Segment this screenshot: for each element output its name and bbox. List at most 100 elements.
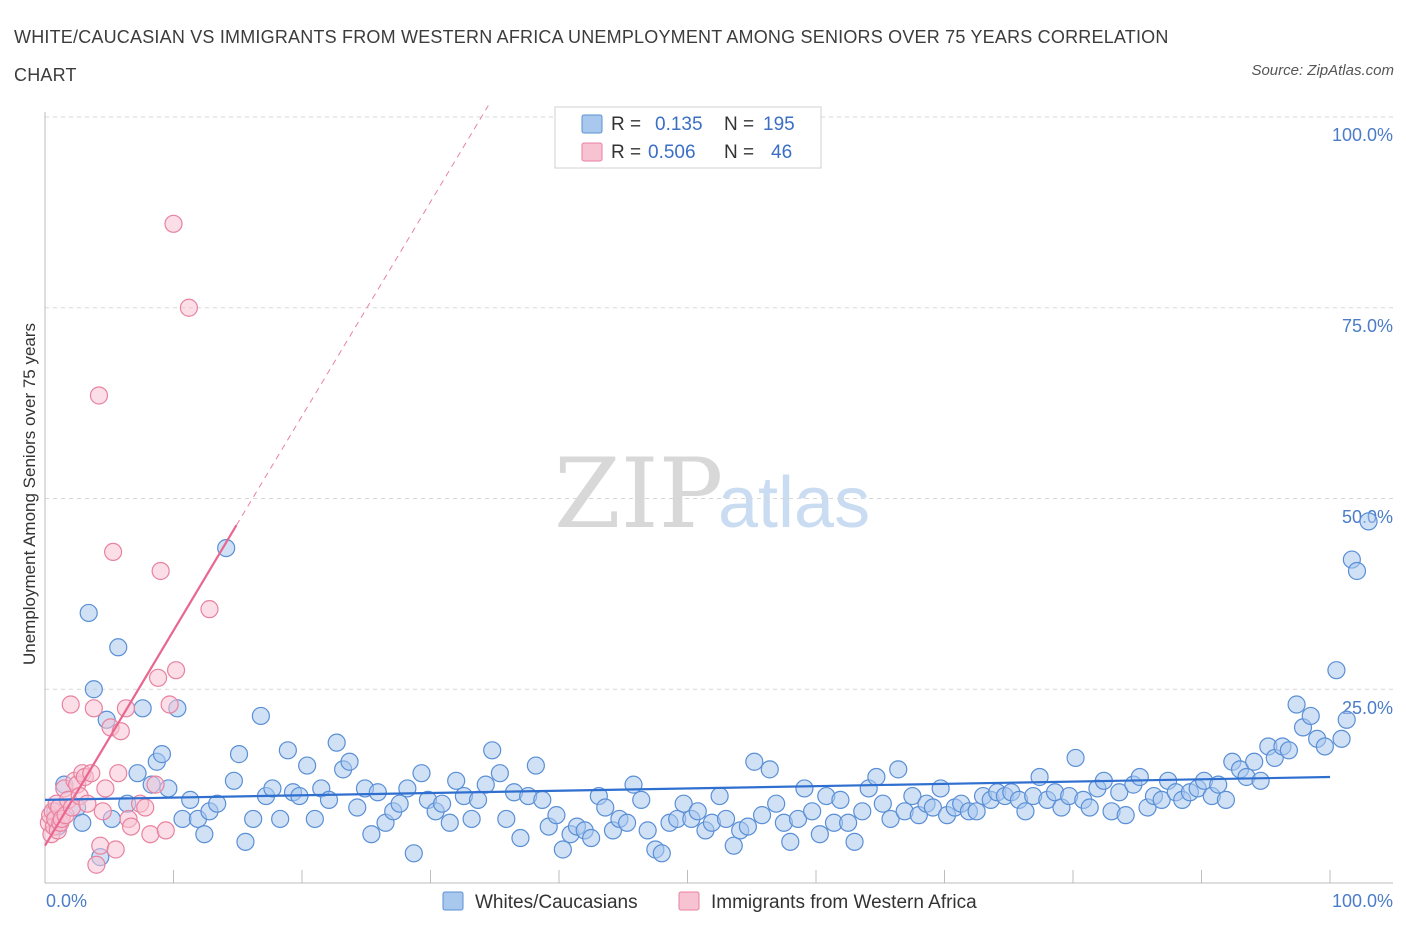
whites-point-94	[710, 786, 729, 806]
whites-point-91	[688, 802, 707, 821]
whites-point-9	[109, 638, 128, 657]
whites-point-170	[1251, 771, 1270, 790]
whites-point-95	[716, 809, 736, 829]
whites-point-59	[462, 809, 481, 829]
whites-point-153	[1130, 767, 1149, 787]
whites-point-101	[760, 760, 779, 779]
legend-n-value-1: 195	[763, 114, 795, 135]
bottom-legend-whites: Whites/Caucasians	[475, 892, 638, 913]
whites-point-55	[432, 794, 452, 813]
whites-point-3	[73, 813, 92, 832]
whites-point-111	[831, 790, 850, 809]
gridlines	[45, 116, 1393, 690]
whites-point-83	[632, 790, 651, 809]
whites-point-25	[224, 771, 243, 790]
whites-point-130	[967, 802, 986, 821]
whites-point-144	[1066, 748, 1085, 768]
whites-point-69	[533, 790, 552, 809]
whites-point-169	[1245, 752, 1264, 771]
immigrants-point-33	[111, 722, 130, 741]
whites-point-86	[652, 844, 671, 863]
whites-point-116	[867, 767, 886, 787]
legend-n-label-2: N =	[724, 142, 754, 163]
whites-point-118	[881, 809, 900, 829]
bottom-legend-swatch-blue	[442, 891, 464, 911]
immigrants-point-25	[89, 386, 109, 405]
immigrants-point-39	[141, 825, 160, 844]
whites-point-108	[810, 825, 829, 844]
y-tick-label-75: 75.0%	[1342, 316, 1393, 336]
immigrants-point-48	[166, 661, 186, 680]
whites-point-11	[128, 764, 147, 783]
legend-swatch-pink	[581, 142, 603, 162]
whites-point-37	[305, 809, 324, 829]
x-tick-label-0: 0.0%	[46, 891, 87, 911]
immigrants-point-31	[106, 840, 125, 859]
whites-point-180	[1327, 661, 1346, 680]
immigrants-point-26	[91, 836, 110, 855]
legend-r-label-1: R =	[611, 114, 641, 135]
whites-point-89	[674, 794, 693, 813]
legend-r-value-2: 0.506	[648, 142, 696, 163]
whites-point-96	[724, 836, 743, 855]
correlation-legend: R = 0.135 N = 195 R = 0.506 N = 46	[554, 106, 822, 169]
whites-point-112	[839, 813, 858, 832]
bottom-legend-swatch-pink	[678, 891, 700, 911]
y-tick-label-25: 25.0%	[1342, 698, 1393, 718]
whites-point-26	[229, 745, 249, 764]
whites-point-121	[903, 786, 922, 806]
watermark-atlas: atlas	[718, 463, 870, 543]
legend-r-label-2: R =	[611, 142, 641, 163]
whites-point-4	[79, 603, 98, 623]
immigrants-point-32	[109, 764, 128, 783]
whites-point-15	[152, 745, 172, 764]
legend-swatch-blue	[581, 114, 603, 134]
whites-point-185	[1359, 512, 1378, 531]
whites-point-45	[362, 825, 381, 844]
x-tick-marks	[173, 870, 1331, 883]
immigrants-trend-extension	[236, 105, 489, 526]
whites-point-51	[404, 844, 423, 863]
whites-point-125	[931, 779, 950, 798]
immigrants-point-45	[200, 600, 219, 619]
whites-point-63	[490, 764, 509, 783]
whites-point-71	[547, 806, 566, 825]
whites-trend-line	[44, 775, 1331, 801]
whites-point-182	[1337, 710, 1356, 729]
whites-point-40	[327, 733, 346, 752]
immigrants-point-38	[136, 798, 155, 817]
whites-point-43	[348, 798, 367, 817]
whites-point-29	[251, 706, 270, 726]
whites-point-174	[1279, 741, 1298, 760]
whites-point-175	[1287, 695, 1306, 714]
whites-point-78	[596, 798, 615, 817]
legend-n-value-2: 46	[771, 142, 792, 163]
legend-r-value-1: 0.135	[655, 114, 703, 135]
whites-point-102	[767, 794, 786, 813]
chart-title: WHITE/CAUCASIAN VS IMMIGRANTS FROM WESTE…	[14, 27, 1169, 85]
whites-point-117	[873, 794, 892, 813]
immigrants-point-46	[148, 668, 168, 687]
whites-point-100	[752, 806, 772, 825]
whites-point-81	[618, 813, 637, 832]
whites-point-61	[476, 775, 495, 794]
whites-point-66	[511, 828, 530, 848]
whites-point-146	[1080, 798, 1099, 817]
whites-point-42	[340, 752, 359, 771]
whites-point-76	[582, 828, 601, 848]
whites-point-57	[447, 771, 466, 790]
immigrants-trend-line	[44, 524, 238, 847]
whites-point-49	[390, 794, 409, 813]
immigrants-point-41	[151, 561, 170, 581]
whites-point-24	[217, 538, 236, 558]
whites-point-31	[263, 779, 282, 798]
whites-point-64	[497, 809, 516, 829]
immigrants-point-40	[146, 775, 165, 794]
immigrants-point-47	[160, 695, 179, 714]
immigrants-point-42	[156, 821, 175, 840]
immigrants-point-23	[84, 699, 103, 718]
whites-point-105	[788, 809, 808, 829]
whites-point-52	[412, 764, 431, 783]
legend-n-label-1: N =	[724, 114, 754, 135]
